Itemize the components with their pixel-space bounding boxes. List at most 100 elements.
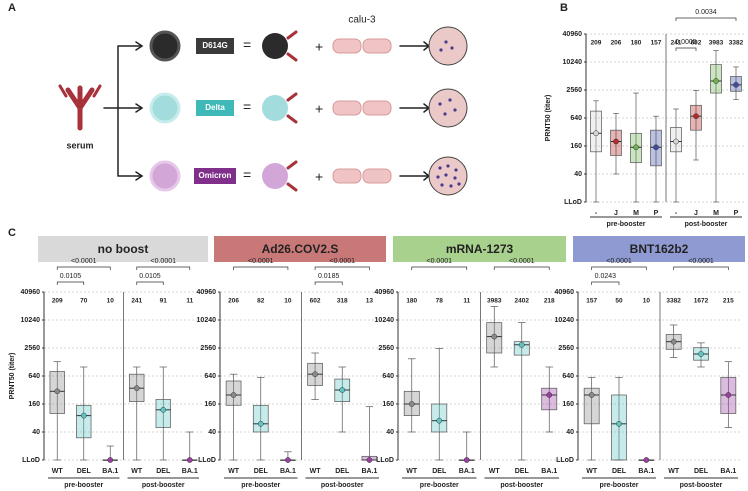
x-tick-label: BA.1 bbox=[459, 468, 475, 475]
geometric-mean: 206 bbox=[228, 298, 239, 305]
group-label: pre-booster bbox=[607, 221, 646, 228]
panel-label: A bbox=[8, 2, 16, 14]
p-value: 0.0105 bbox=[139, 273, 161, 280]
panel-header bbox=[393, 236, 566, 262]
geometric-mean: 50 bbox=[615, 298, 623, 305]
x-tick-label: - bbox=[675, 210, 678, 217]
y-tick-label: LLoD bbox=[556, 457, 574, 464]
geometric-mean: 180 bbox=[406, 298, 417, 305]
group-label: pre-booster bbox=[64, 482, 103, 489]
x-tick-label: DEL bbox=[515, 468, 530, 475]
cells bbox=[332, 38, 392, 184]
p-value: 0.0105 bbox=[60, 273, 82, 280]
comparison-bracket bbox=[493, 266, 550, 270]
p-value: <0.0001 bbox=[509, 258, 535, 265]
group-label: post-booster bbox=[685, 221, 728, 228]
group-label: post-booster bbox=[142, 482, 185, 489]
equals: = bbox=[243, 37, 251, 53]
x-tick-label: WT bbox=[668, 468, 680, 475]
x-tick-label: WT bbox=[489, 468, 501, 475]
comparison-bracket bbox=[314, 281, 343, 285]
y-axis-label: PRNT50 (titer) bbox=[9, 353, 16, 400]
plaques bbox=[436, 40, 461, 188]
x-tick-label: M bbox=[713, 210, 719, 217]
x-tick-label: WT bbox=[131, 468, 143, 475]
equals: = bbox=[243, 99, 251, 115]
y-tick-label: LLoD bbox=[564, 199, 582, 206]
geometric-mean: 11 bbox=[463, 298, 470, 305]
operators: = = = + + + bbox=[243, 37, 323, 185]
x-tick-label: WT bbox=[52, 468, 64, 475]
plus: + bbox=[315, 101, 323, 117]
median-point bbox=[653, 144, 659, 151]
median-point bbox=[257, 420, 264, 427]
median-point bbox=[107, 457, 114, 463]
antibody bbox=[58, 84, 102, 131]
box bbox=[155, 399, 171, 428]
comparison-bracket bbox=[314, 266, 370, 270]
comparison-bracket bbox=[591, 266, 647, 270]
median-point bbox=[408, 401, 415, 407]
comparison-bracket bbox=[591, 281, 620, 285]
median-point bbox=[670, 338, 677, 345]
median-point bbox=[593, 130, 599, 137]
cell-line-label: calu-3 bbox=[348, 15, 376, 26]
group-label: post-booster bbox=[500, 482, 543, 489]
p-value: <0.0001 bbox=[606, 258, 632, 265]
median-point bbox=[339, 387, 346, 393]
serum-label: serum bbox=[66, 140, 93, 150]
median-point bbox=[491, 333, 498, 340]
x-tick-label: DEL bbox=[612, 468, 627, 475]
p-value: 0.0034 bbox=[695, 9, 717, 16]
y-tick-label: 2560 bbox=[24, 345, 40, 352]
median-point bbox=[54, 388, 61, 395]
x-tick-label: DEL bbox=[254, 468, 269, 475]
p-value: <0.0001 bbox=[330, 258, 356, 265]
p-value: 0.0005 bbox=[675, 39, 697, 46]
x-tick-label: BA.1 bbox=[280, 468, 296, 475]
comparison-bracket bbox=[56, 266, 111, 270]
plus: + bbox=[315, 169, 323, 185]
x-tick-label: DEL bbox=[77, 468, 92, 475]
comparison-bracket bbox=[675, 17, 737, 21]
x-tick-label: WT bbox=[228, 468, 240, 475]
y-tick-label: 160 bbox=[562, 401, 574, 408]
y-tick-label: 10240 bbox=[375, 317, 395, 324]
x-tick-label: DEL bbox=[335, 468, 350, 475]
median-point bbox=[725, 392, 732, 398]
group-label: pre-booster bbox=[241, 482, 280, 489]
median-point bbox=[713, 78, 719, 84]
p-value: <0.0001 bbox=[427, 258, 453, 265]
x-tick-label: BA.1 bbox=[182, 468, 198, 475]
y-tick-label: 40 bbox=[574, 171, 582, 178]
geometric-mean: 241 bbox=[671, 40, 682, 47]
geometric-mean: 11 bbox=[186, 298, 193, 305]
y-tick-label: 40960 bbox=[21, 289, 41, 296]
group-label: pre-booster bbox=[600, 482, 639, 489]
y-tick-label: 640 bbox=[204, 373, 216, 380]
geometric-mean: 13 bbox=[366, 298, 374, 305]
panel-label: B bbox=[560, 2, 568, 14]
panel-title: no boost bbox=[98, 242, 149, 256]
median-point bbox=[285, 457, 291, 463]
y-tick-label: LLoD bbox=[376, 457, 394, 464]
p-value: <0.0001 bbox=[248, 258, 274, 265]
y-tick-label: 10240 bbox=[563, 59, 583, 66]
geometric-mean: 3382 bbox=[666, 298, 681, 305]
median-point bbox=[733, 82, 739, 88]
geometric-mean: 157 bbox=[651, 40, 662, 47]
y-tick-label: 40960 bbox=[375, 289, 395, 296]
geometric-mean: 209 bbox=[52, 298, 63, 305]
group-label: pre-booster bbox=[420, 482, 459, 489]
variant-label: D614G bbox=[202, 41, 227, 50]
x-tick-label: J bbox=[614, 210, 618, 217]
median-point bbox=[616, 420, 622, 427]
y-axis-label: PRNT50 (titer) bbox=[545, 95, 552, 142]
panel-header bbox=[214, 236, 386, 262]
geometric-mean: 3983 bbox=[487, 298, 502, 305]
panel-header bbox=[573, 236, 745, 262]
p-value: <0.0001 bbox=[151, 258, 177, 265]
median-point bbox=[186, 457, 193, 463]
panel-label: C bbox=[8, 227, 16, 239]
